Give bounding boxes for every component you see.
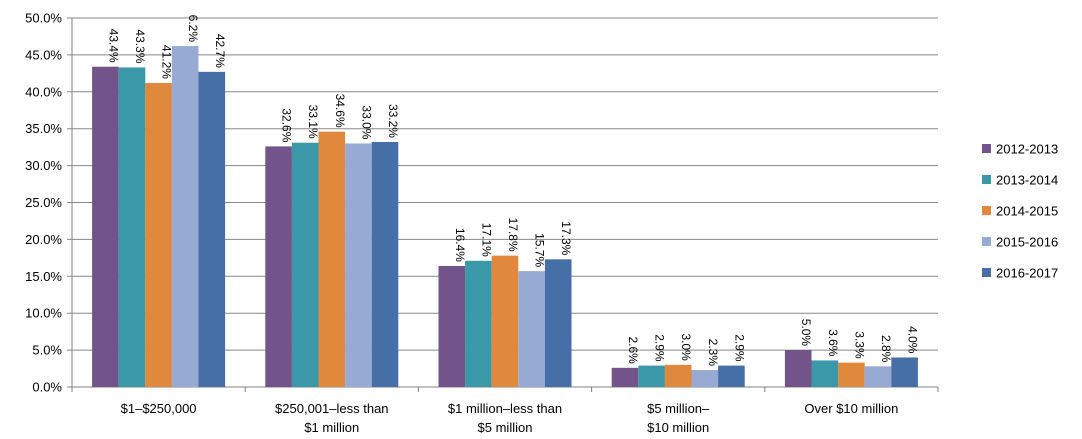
y-tick-label: 20.0% xyxy=(25,232,62,247)
category-label: $1 million–less than xyxy=(448,401,562,416)
category-label: $250,001–less than xyxy=(275,401,388,416)
bar xyxy=(345,143,372,387)
data-label: 43.3% xyxy=(133,29,147,63)
bar xyxy=(864,366,892,387)
bar xyxy=(171,46,199,387)
data-label: 3.6% xyxy=(826,329,840,357)
data-label: 2.3% xyxy=(706,339,720,367)
data-label: 43.4% xyxy=(106,29,120,63)
legend-label: 2016-2017 xyxy=(996,266,1058,281)
data-label: 41.2% xyxy=(160,45,174,79)
y-tick-label: 50.0% xyxy=(25,11,62,26)
data-label: 2.8% xyxy=(879,335,893,363)
data-label: 15.7% xyxy=(533,233,547,267)
data-label: 16.4% xyxy=(453,228,467,262)
bars xyxy=(92,46,918,388)
data-label: 34.6% xyxy=(333,94,347,128)
bar xyxy=(438,265,466,387)
bar xyxy=(838,362,865,387)
data-label: 17.3% xyxy=(559,221,573,255)
category-label: $1 million xyxy=(304,420,359,435)
legend: 2012-2013 2013-2014 2014-2015 2015-2016 2016… xyxy=(982,142,1058,281)
bar xyxy=(118,67,146,388)
data-labels: 43.4% 43.3% 41.2% 6.2% 42.7% 32.6% 33.1% 34.6% 3… xyxy=(106,15,919,367)
y-tick-label: 10.0% xyxy=(25,306,62,321)
category-label: $10 million xyxy=(647,420,709,435)
legend-swatch xyxy=(982,268,991,277)
bar xyxy=(638,365,665,387)
bar xyxy=(518,271,545,387)
legend-swatch xyxy=(982,237,991,246)
y-axis: 0.0% 5.0% 10.0% 15.0% 20.0% 25.0% 30.0% 35.0% 40… xyxy=(25,11,73,395)
y-tick-label: 15.0% xyxy=(25,269,62,284)
y-tick-label: 40.0% xyxy=(25,84,62,99)
data-label: 2.6% xyxy=(626,336,640,364)
bar xyxy=(92,66,119,387)
bar xyxy=(891,357,918,387)
data-label: 2.9% xyxy=(653,334,667,362)
data-label: 4.0% xyxy=(906,326,920,354)
y-tick-label: 25.0% xyxy=(25,195,62,210)
y-tick-label: 30.0% xyxy=(25,158,62,173)
bar xyxy=(491,255,519,387)
bar xyxy=(198,71,226,388)
legend-swatch xyxy=(982,144,991,153)
bar xyxy=(291,142,319,387)
legend-swatch xyxy=(982,206,991,215)
data-label: 33.1% xyxy=(306,105,320,139)
legend-label: 2014-2015 xyxy=(996,204,1058,219)
bar xyxy=(544,259,572,387)
bar xyxy=(371,141,399,387)
data-label: 42.7% xyxy=(213,34,227,68)
data-label: 33.0% xyxy=(359,105,373,139)
data-label: 3.3% xyxy=(852,331,866,359)
bar xyxy=(664,364,692,387)
y-tick-label: 45.0% xyxy=(25,47,62,62)
data-label: 6.2% xyxy=(186,15,200,43)
category-label: $5 million xyxy=(478,420,533,435)
y-tick-label: 35.0% xyxy=(25,121,62,136)
data-label: 3.0% xyxy=(679,334,693,362)
category-label: $5 million– xyxy=(647,401,710,416)
bar xyxy=(465,260,492,387)
bar xyxy=(318,131,346,387)
y-tick-label: 0.0% xyxy=(32,380,62,395)
bar xyxy=(145,82,172,387)
category-label: Over $10 million xyxy=(804,401,898,416)
data-label: 32.6% xyxy=(280,108,294,142)
data-label: 17.1% xyxy=(479,223,493,257)
data-label: 33.2% xyxy=(386,104,400,138)
y-tick-label: 5.0% xyxy=(32,343,62,358)
bar xyxy=(811,360,839,387)
legend-label: 2012-2013 xyxy=(996,142,1058,157)
legend-label: 2015-2016 xyxy=(996,235,1058,250)
x-axis: $1–$250,000 $250,001–less than $1 million $… xyxy=(71,387,939,435)
legend-swatch xyxy=(982,175,991,184)
bar xyxy=(611,367,639,387)
category-label: $1–$250,000 xyxy=(121,401,197,416)
bar xyxy=(265,146,292,387)
data-label: 17.8% xyxy=(506,218,520,252)
bar xyxy=(784,350,812,387)
data-label: 5.0% xyxy=(799,319,813,347)
legend-label: 2013-2014 xyxy=(996,173,1058,188)
bar xyxy=(718,365,745,387)
bar xyxy=(691,370,719,387)
data-label: 2.9% xyxy=(732,334,746,362)
